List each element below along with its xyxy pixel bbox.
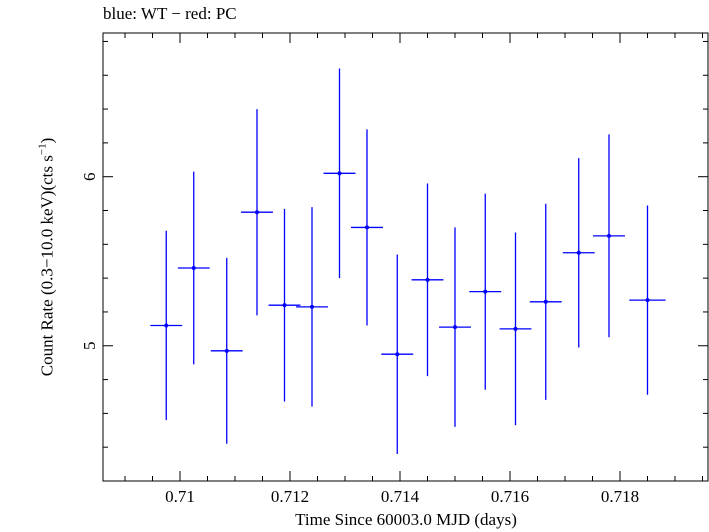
data-point	[381, 254, 414, 454]
data-point	[268, 208, 301, 402]
chart-title: blue: WT − red: PC	[103, 4, 237, 23]
data-point	[241, 109, 273, 316]
data-point	[593, 134, 625, 338]
point-marker	[282, 303, 287, 308]
plot-frame	[102, 32, 709, 482]
point-marker	[425, 277, 430, 282]
point-marker	[395, 352, 400, 357]
data-point	[529, 203, 562, 400]
data-point	[150, 230, 183, 421]
point-marker	[310, 304, 314, 309]
point-marker	[365, 225, 369, 230]
data-point	[629, 205, 666, 395]
y-tick-label: 5	[80, 342, 99, 351]
x-tick-label: 0.714	[381, 487, 420, 506]
point-marker	[483, 289, 488, 294]
point-marker	[645, 298, 650, 303]
data-point	[296, 207, 328, 407]
point-marker	[607, 233, 611, 238]
point-marker	[255, 210, 259, 215]
data-point	[323, 68, 356, 279]
data-point	[562, 158, 595, 348]
x-tick-label: 0.71	[165, 487, 195, 506]
axis-ticks	[103, 33, 708, 482]
x-tick-label: 0.718	[601, 487, 639, 506]
y-tick-label: 6	[80, 172, 99, 181]
point-marker	[224, 348, 229, 353]
x-tick-label: 0.716	[491, 487, 529, 506]
point-marker	[576, 250, 581, 255]
data-points	[150, 68, 666, 454]
point-marker	[337, 171, 342, 176]
point-marker	[191, 265, 196, 270]
point-marker	[543, 299, 548, 304]
point-marker	[513, 326, 518, 331]
data-point	[177, 171, 210, 365]
data-point	[499, 232, 532, 426]
axis-tick-labels: 0.71 0.712 0.714 0.716 0.718 5 6	[80, 172, 639, 506]
point-marker	[453, 325, 457, 330]
data-point	[469, 193, 502, 390]
x-axis-label: Time Since 60003.0 MJD (days)	[295, 510, 517, 529]
data-point	[351, 129, 383, 326]
point-marker	[164, 323, 169, 328]
data-point	[439, 227, 471, 427]
data-point	[210, 257, 243, 444]
data-point	[411, 183, 444, 377]
x-tick-label: 0.712	[271, 487, 309, 506]
